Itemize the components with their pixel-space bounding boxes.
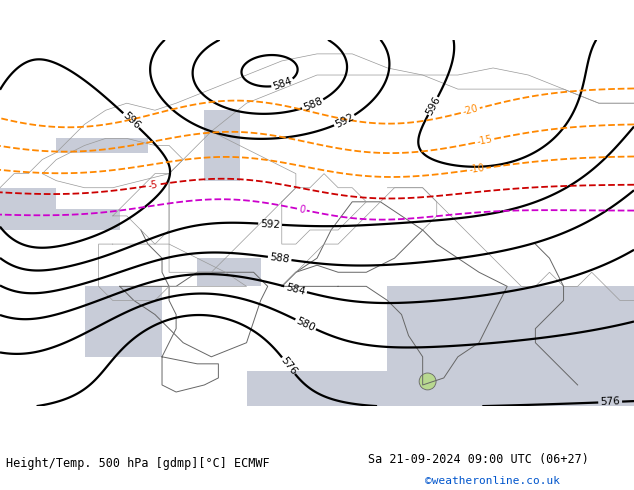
Text: Sa 21-09-2024 09:00 UTC (06+27): Sa 21-09-2024 09:00 UTC (06+27) [368, 453, 588, 466]
Text: 588: 588 [269, 252, 290, 265]
Text: -5: -5 [147, 180, 158, 191]
Text: -15: -15 [476, 134, 493, 147]
Text: 580: 580 [295, 316, 317, 333]
Text: 0: 0 [298, 204, 306, 215]
Polygon shape [84, 286, 162, 357]
Text: ©weatheronline.co.uk: ©weatheronline.co.uk [425, 476, 560, 486]
Text: 592: 592 [260, 219, 280, 230]
Text: 576: 576 [278, 355, 299, 377]
Polygon shape [197, 258, 261, 286]
Polygon shape [204, 110, 240, 181]
Text: Height/Temp. 500 hPa [gdmp][°C] ECMWF: Height/Temp. 500 hPa [gdmp][°C] ECMWF [6, 457, 270, 469]
Text: -20: -20 [462, 104, 479, 117]
Circle shape [419, 373, 436, 390]
Polygon shape [423, 286, 564, 385]
Polygon shape [56, 138, 148, 152]
Text: 584: 584 [285, 282, 306, 296]
Text: -10: -10 [468, 163, 485, 175]
Text: 596: 596 [120, 110, 142, 131]
Text: 588: 588 [302, 96, 324, 113]
Text: 584: 584 [272, 76, 294, 92]
Polygon shape [0, 188, 120, 230]
Text: 576: 576 [600, 397, 620, 408]
Polygon shape [247, 286, 634, 406]
Text: 592: 592 [333, 112, 356, 129]
Text: 596: 596 [424, 95, 442, 117]
